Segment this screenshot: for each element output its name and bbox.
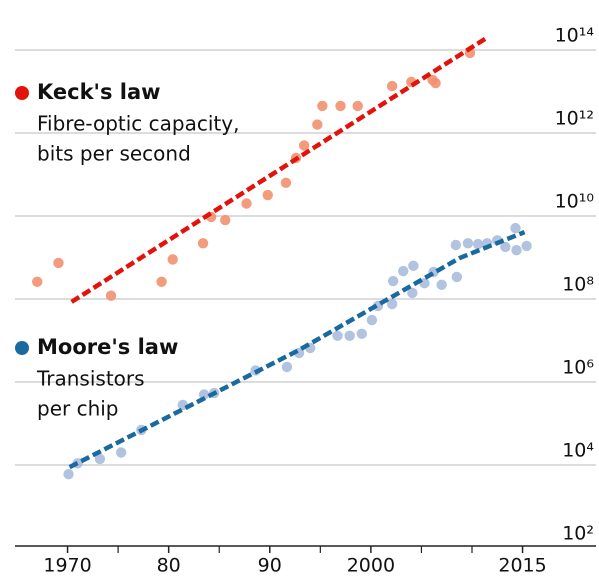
- legend-description: per chip: [37, 397, 119, 421]
- point: [344, 330, 355, 341]
- point: [408, 260, 419, 272]
- point: [262, 189, 273, 201]
- y-tick-label: 10¹⁴: [555, 25, 595, 47]
- legend-label: Keck's law: [37, 80, 161, 104]
- point: [281, 361, 293, 373]
- y-tick-label: 10¹²: [555, 108, 594, 130]
- point: [298, 140, 310, 151]
- x-tick-label: 2015: [498, 555, 546, 577]
- legend-label: Moore's law: [37, 335, 178, 359]
- point: [386, 298, 398, 310]
- y-tick-label: 10¹⁰: [555, 191, 594, 213]
- y-tick-label: 10⁸: [562, 274, 594, 296]
- point: [511, 244, 522, 256]
- point: [462, 238, 474, 249]
- point: [472, 238, 484, 250]
- point: [167, 254, 178, 265]
- y-tick-label: 10²: [562, 523, 594, 545]
- point: [386, 80, 398, 92]
- point: [451, 271, 463, 283]
- x-tick-label: 90: [258, 555, 282, 577]
- point: [317, 100, 328, 112]
- point: [450, 239, 462, 251]
- y-tick-label: 10⁴: [562, 440, 594, 462]
- point: [352, 100, 363, 112]
- point: [510, 222, 521, 234]
- point: [280, 177, 292, 189]
- series-points: [32, 47, 476, 301]
- point: [220, 214, 231, 226]
- point: [32, 276, 43, 287]
- point: [430, 77, 441, 89]
- point: [398, 265, 409, 277]
- point: [197, 238, 209, 249]
- y-tick-label: 10⁶: [562, 357, 594, 379]
- point: [335, 100, 346, 112]
- point: [436, 279, 447, 290]
- point: [332, 330, 343, 341]
- legend-description: bits per second: [37, 142, 191, 166]
- point: [198, 389, 210, 400]
- x-tick-label: 2000: [347, 555, 395, 577]
- point: [312, 119, 323, 130]
- point: [407, 287, 418, 299]
- point: [94, 453, 106, 465]
- point: [387, 275, 399, 287]
- point: [356, 328, 367, 340]
- legend-marker: [15, 86, 29, 100]
- point: [500, 241, 511, 253]
- point: [366, 314, 378, 326]
- point: [105, 290, 117, 301]
- legend-description: Transistors: [36, 367, 145, 391]
- legend-description: Fibre-optic capacity,: [37, 112, 239, 136]
- point: [241, 198, 252, 209]
- x-tick-label: 80: [157, 555, 181, 577]
- point: [115, 447, 127, 458]
- point: [521, 240, 532, 252]
- legend-marker: [15, 341, 29, 355]
- point: [53, 257, 64, 269]
- point: [156, 276, 167, 287]
- x-tick-label: 1970: [43, 555, 91, 577]
- trend-line: [70, 35, 489, 304]
- point: [63, 469, 74, 480]
